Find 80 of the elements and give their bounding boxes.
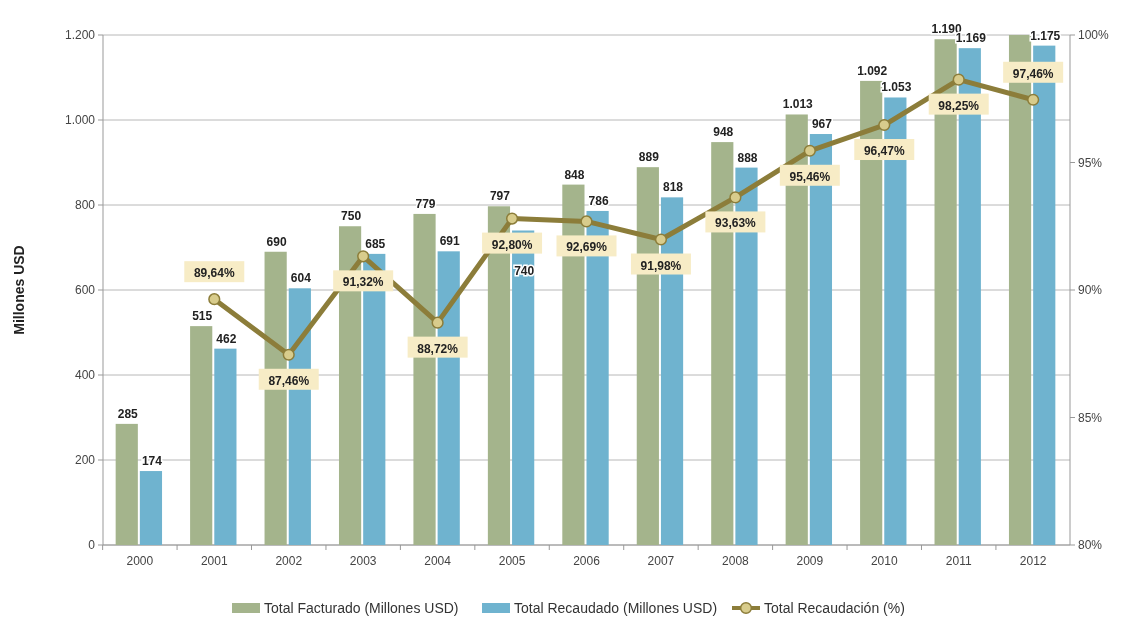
data-label: 87,46%	[268, 373, 310, 388]
y-tick-label: 0	[88, 538, 96, 552]
x-tick-label: 2011	[945, 554, 972, 568]
y2-tick-label: 90%	[1078, 283, 1103, 297]
x-tick-label: 2004	[424, 554, 452, 568]
data-label: 1.175	[1030, 28, 1061, 43]
y-tick-label: 1.000	[64, 113, 96, 127]
y2-tick-label: 100%	[1078, 28, 1110, 42]
data-label: 1.092	[857, 63, 888, 78]
x-tick-label: 2002	[275, 554, 303, 568]
data-label: 96,47%	[863, 144, 905, 159]
y2-tick-label: 80%	[1078, 538, 1103, 552]
data-label: 889	[638, 150, 660, 165]
data-label: 98,25%	[938, 98, 980, 113]
data-label: 685	[365, 236, 386, 251]
data-label: 967	[811, 117, 833, 132]
legend-label: Total Recaudación (%)	[764, 600, 905, 616]
data-label: 604	[290, 271, 312, 286]
data-label: 95,46%	[789, 169, 831, 184]
data-label: 1.053	[881, 80, 912, 95]
data-label: 92,80%	[491, 237, 533, 252]
data-label: 948	[713, 125, 734, 140]
legend-label: Total Facturado (Millones USD)	[264, 600, 459, 616]
data-label: 174	[141, 454, 163, 469]
y2-tick-label: 85%	[1078, 410, 1103, 425]
point	[208, 293, 221, 306]
y-tick-label: 800	[74, 198, 96, 212]
bar	[139, 471, 163, 545]
point	[952, 73, 965, 86]
point	[505, 212, 519, 225]
data-label: 91,98%	[640, 258, 682, 273]
bar	[214, 348, 237, 545]
point	[431, 316, 444, 329]
data-label: 691	[439, 234, 461, 249]
data-label: 1.013	[782, 97, 814, 112]
x-tick-label: 2012	[1019, 554, 1047, 568]
point	[1027, 93, 1040, 106]
data-label: 848	[564, 167, 585, 182]
point	[580, 215, 593, 228]
legend-label: Total Recaudado (Millones USD)	[514, 600, 718, 616]
bar	[115, 423, 138, 545]
x-tick-label: 2009	[796, 554, 824, 568]
data-label: 888	[737, 150, 758, 165]
data-label: 285	[117, 406, 139, 421]
data-label: 750	[341, 209, 362, 224]
y2-tick-label: 95%	[1078, 155, 1103, 170]
bar	[190, 326, 213, 545]
data-label: 89,64%	[193, 266, 235, 281]
point	[803, 144, 816, 157]
data-label: 818	[663, 180, 684, 195]
x-tick-label: 2007	[647, 554, 675, 568]
data-label: 88,72%	[417, 341, 459, 356]
y-tick-label: 400	[74, 368, 96, 382]
data-label: 779	[415, 196, 436, 211]
x-tick-label: 2006	[573, 554, 601, 568]
data-label: 93,63%	[715, 216, 757, 231]
x-tick-label: 2005	[498, 554, 526, 568]
point	[654, 233, 668, 246]
x-tick-label: 2008	[722, 554, 750, 568]
data-label: 515	[192, 309, 213, 324]
x-tick-label: 2010	[870, 554, 898, 568]
y-tick-label: 200	[74, 453, 96, 467]
x-tick-label: 2003	[349, 554, 377, 568]
point	[878, 118, 891, 132]
y-tick-label: 600	[74, 283, 96, 297]
data-label: 97,46%	[1012, 66, 1054, 81]
data-label: 797	[489, 189, 511, 204]
point	[282, 348, 295, 361]
point	[357, 250, 370, 263]
y-axis-title: Millones USD	[11, 245, 27, 335]
data-label: 462	[216, 331, 237, 346]
y-tick-label: 1.200	[64, 28, 96, 42]
data-label: 740	[514, 263, 535, 278]
x-tick-label: 2000	[126, 554, 154, 568]
data-label: 92,69%	[566, 240, 608, 255]
data-label: 786	[588, 193, 609, 208]
data-label: 91,32%	[342, 275, 384, 290]
data-label: 690	[266, 234, 287, 249]
x-tick-label: 2001	[200, 554, 228, 568]
point	[729, 191, 742, 204]
